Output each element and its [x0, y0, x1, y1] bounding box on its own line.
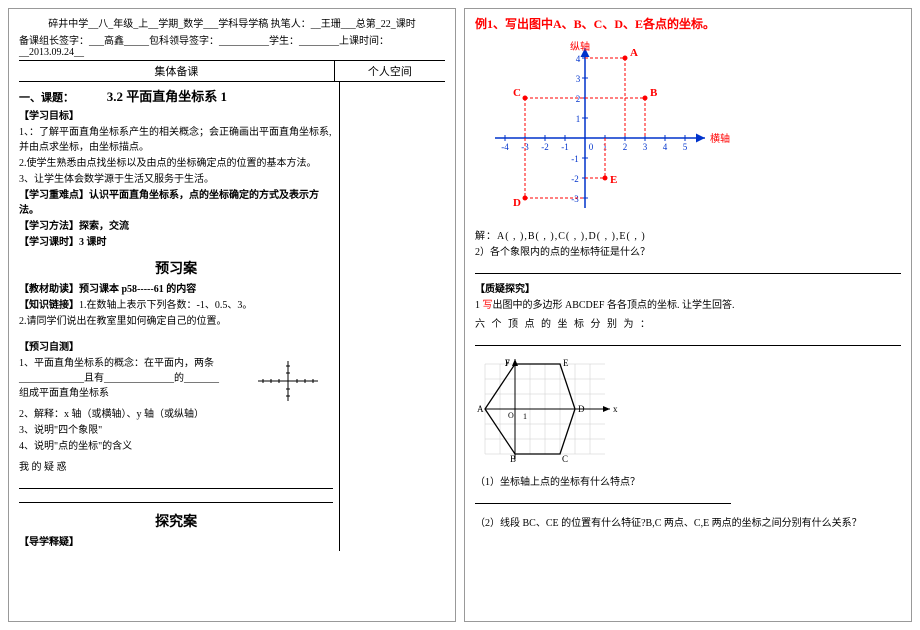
link1: 1.在数轴上表示下列各数：-1、0.5、3。	[79, 300, 252, 311]
blank-r2	[475, 334, 901, 346]
selftest-h: 【预习自测】	[19, 340, 333, 355]
link-h: 【知识链接】	[19, 300, 79, 311]
svg-text:0: 0	[589, 142, 594, 152]
textbook-h: 【教材助读】预习课本 p58-----61 的内容	[19, 282, 333, 297]
coordinate-chart-1: -4-3-2-1 12345 4321 -1-2-3 0 纵轴 横轴 AB CD…	[475, 38, 735, 218]
hexagon-chart: x y O 1 ABC DEF	[475, 354, 901, 467]
topic-label: 一、课题：	[19, 92, 74, 104]
mini-axes-icon	[253, 356, 323, 406]
content-main: 一、课题： 3.2 平面直角坐标系 1 【学习目标】 1、：了解平面直角坐标系产…	[19, 82, 340, 551]
st2: 2、解释：x 轴（或横轴）、y 轴（或纵轴）	[19, 407, 333, 422]
svg-text:D: D	[578, 404, 585, 414]
svg-text:1: 1	[576, 114, 581, 124]
content-row: 一、课题： 3.2 平面直角坐标系 1 【学习目标】 1、：了解平面直角坐标系产…	[19, 82, 445, 551]
svg-text:-2: -2	[571, 174, 579, 184]
svg-text:B: B	[650, 87, 658, 99]
explore-h: 【质疑探究】	[475, 282, 901, 297]
svg-text:E: E	[610, 174, 617, 186]
link-row: 【知识链接】1.在数轴上表示下列各数：-1、0.5、3。	[19, 298, 333, 313]
svg-text:C: C	[513, 87, 521, 99]
hours-h: 【学习课时】3 课时	[19, 235, 333, 250]
header-line1: 碎井中学__八_年级_上__学期_数学___学科导学稿 执笔人：__王珊___总…	[19, 15, 445, 30]
obj3: 3、让学生体会数学源于生活又服务于生活。	[19, 172, 333, 187]
st4: 4、说明"点的坐标"的含义	[19, 439, 333, 454]
svg-text:A: A	[477, 404, 484, 414]
svg-text:4: 4	[663, 142, 668, 152]
personal-space	[340, 82, 445, 551]
explore-title: 探究案	[19, 511, 333, 531]
st1: 1、平面直角坐标系的概念：在平面内，两条_____________且有_____…	[19, 356, 223, 401]
link2: 2.请同学们说出在教室里如何确定自己的位置。	[19, 314, 333, 329]
preview-title: 预习案	[19, 258, 333, 278]
difficulty-h: 【学习重难点】认识平面直角坐标系，点的坐标确定的方式及表示方法。	[19, 188, 333, 218]
svg-text:O: O	[508, 411, 514, 420]
objectives-h: 【学习目标】	[19, 109, 333, 124]
svg-text:B: B	[510, 454, 516, 464]
confuse-row: 我 的 疑 惑	[19, 458, 333, 473]
svg-text:3: 3	[576, 74, 581, 84]
svg-text:-3: -3	[571, 194, 579, 204]
table-header: 集体备课 个人空间	[19, 60, 445, 82]
svg-text:3: 3	[643, 142, 648, 152]
axis-x-label: 横轴	[710, 132, 730, 145]
svg-text:2: 2	[576, 94, 581, 104]
topic-row: 一、课题： 3.2 平面直角坐标系 1	[19, 86, 333, 105]
answer-line: 解：A( , ),B( , ),C( , ),D( , ),E( , )	[475, 227, 901, 242]
svg-text:F: F	[505, 358, 510, 368]
svg-text:-1: -1	[571, 154, 579, 164]
topic-title: 3.2 平面直角坐标系 1	[107, 89, 227, 104]
st3: 3、说明"四个象限"	[19, 423, 333, 438]
axis-y-label: 纵轴	[570, 40, 590, 53]
svg-text:A: A	[630, 47, 638, 59]
explain-h: 【导学释疑】	[19, 535, 333, 550]
th-collective: 集体备课	[19, 61, 335, 81]
q2: 2）各个象限内的点的坐标特征是什么？	[475, 245, 901, 260]
svg-text:2: 2	[623, 142, 628, 152]
svg-text:1: 1	[523, 412, 527, 421]
blank-r3	[475, 492, 731, 504]
svg-text:D: D	[513, 197, 521, 209]
svg-text:E: E	[563, 358, 569, 368]
svg-text:-2: -2	[541, 142, 549, 152]
blank-line-2	[19, 491, 333, 503]
right-page: 例1、写出图中A、B、C、D、E各点的坐标。 -4 -3 -2 -1 1 2 3 4 5 4 3…	[464, 8, 912, 622]
explore-1: 1 写出图中的多边形 ABCDEF 各各顶点的坐标. 让学生回答.	[475, 298, 901, 313]
obj1: 1、：了解平面直角坐标系产生的相关概念；会正确画出平面直角坐标系,并由点求坐标，…	[19, 125, 333, 155]
th-personal: 个人空间	[335, 61, 445, 81]
q-sub2: （2）线段 BC、CE 的位置有什么特征?B,C 两点、C,E 两点的坐标之间分…	[475, 516, 901, 531]
blank-r1	[475, 262, 901, 274]
obj2: 2.使学生熟悉由点找坐标以及由点的坐标确定点的位置的基本方法。	[19, 156, 333, 171]
svg-text:C: C	[562, 454, 568, 464]
svg-text:5: 5	[683, 142, 688, 152]
left-page: 碎井中学__八_年级_上__学期_数学___学科导学稿 执笔人：__王珊___总…	[8, 8, 456, 622]
example-title: 例1、写出图中A、B、C、D、E各点的坐标。	[475, 15, 901, 32]
svg-text:4: 4	[576, 54, 581, 64]
header-line2: 备课组长签字：___高鑫_____包科领导签字：__________学生：___…	[19, 32, 445, 58]
method-h: 【学习方法】探索，交流	[19, 219, 333, 234]
q-sub1: （1）坐标轴上点的坐标有什么特点？	[475, 475, 901, 490]
blank-line-1	[19, 477, 333, 489]
svg-text:x: x	[613, 404, 618, 414]
six-points: 六 个 顶 点 的 坐 标 分 别 为 ：	[475, 317, 901, 332]
svg-text:-4: -4	[501, 142, 509, 152]
svg-text:-1: -1	[561, 142, 569, 152]
